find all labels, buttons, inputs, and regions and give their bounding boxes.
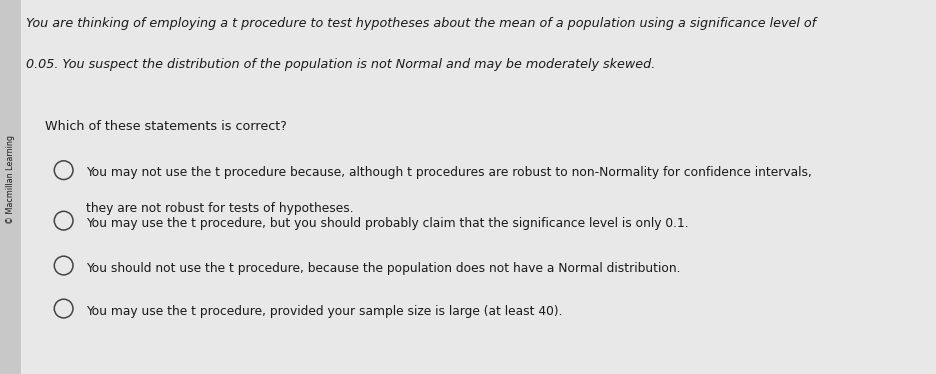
Text: You are thinking of employing a t procedure to test hypotheses about the mean of: You are thinking of employing a t proced…	[26, 17, 816, 30]
Text: You should not use the t procedure, because the population does not have a Norma: You should not use the t procedure, beca…	[86, 262, 680, 275]
Bar	[0, 0, 21, 374]
Text: 0.05. You suspect the distribution of the population is not Normal and may be mo: 0.05. You suspect the distribution of th…	[26, 58, 655, 71]
Text: You may use the t procedure, but you should probably claim that the significance: You may use the t procedure, but you sho…	[86, 217, 689, 230]
Text: Which of these statements is correct?: Which of these statements is correct?	[45, 120, 286, 133]
Text: You may not use the t procedure because, although t procedures are robust to non: You may not use the t procedure because,…	[86, 166, 812, 180]
Text: © Macmillan Learning: © Macmillan Learning	[6, 135, 15, 224]
Text: they are not robust for tests of hypotheses.: they are not robust for tests of hypothe…	[86, 202, 354, 215]
Text: You may use the t procedure, provided your sample size is large (at least 40).: You may use the t procedure, provided yo…	[86, 305, 563, 318]
